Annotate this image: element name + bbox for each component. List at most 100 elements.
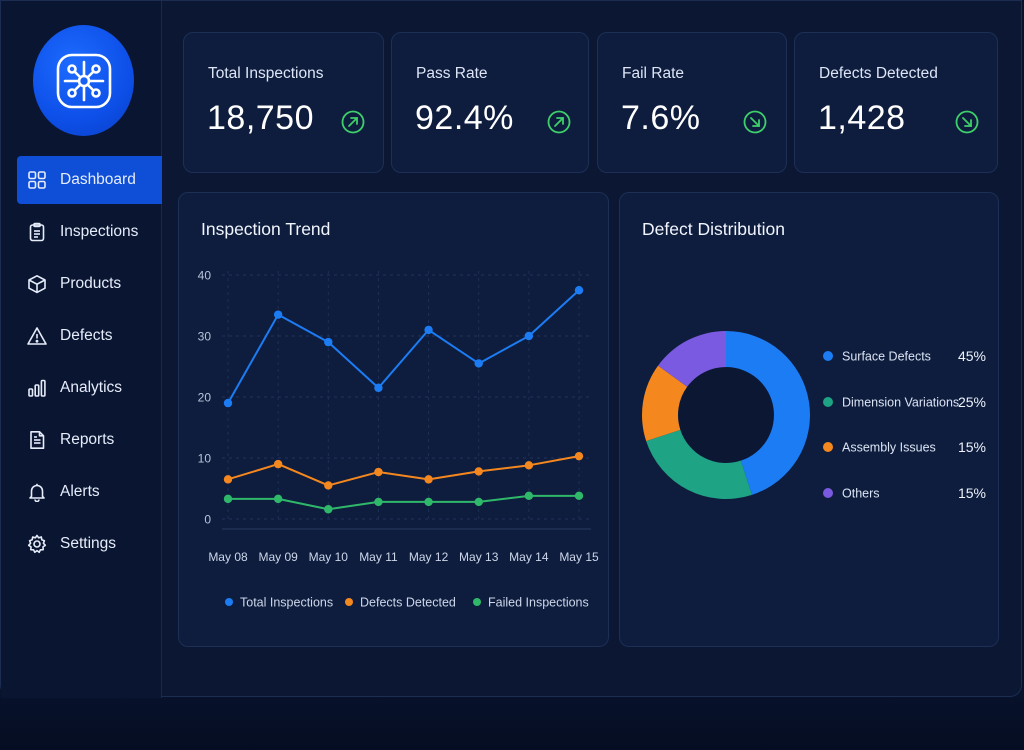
- data-point[interactable]: [374, 383, 383, 393]
- data-point[interactable]: [574, 491, 584, 501]
- data-point[interactable]: [424, 325, 433, 335]
- data-point[interactable]: [273, 459, 283, 469]
- y-tick-label: 20: [198, 391, 212, 405]
- sidebar-item-settings[interactable]: Settings: [17, 520, 162, 568]
- kpi-label: Total Inspections: [208, 65, 324, 82]
- legend-label: Failed Inspections: [488, 596, 589, 610]
- sidebar-item-label: Alerts: [60, 483, 100, 500]
- dashboard-grid-icon: [27, 170, 47, 190]
- data-point[interactable]: [474, 467, 483, 476]
- legend-value: 25%: [958, 394, 986, 410]
- data-point[interactable]: [223, 475, 233, 484]
- kpi-label: Fail Rate: [622, 65, 685, 82]
- series-line-0: [227, 289, 580, 404]
- clipboard-icon: [27, 222, 47, 242]
- app-logo[interactable]: [33, 25, 134, 136]
- kpi-value: 1,428: [818, 99, 906, 137]
- legend-swatch: [345, 598, 353, 606]
- legend-item[interactable]: Assembly Issues 15%: [823, 439, 986, 455]
- bell-icon: [27, 482, 47, 502]
- data-point[interactable]: [524, 491, 534, 501]
- data-point[interactable]: [524, 331, 534, 341]
- y-tick-label: 0: [204, 513, 211, 527]
- sidebar-item-label: Defects: [60, 327, 113, 344]
- sidebar-item-alerts[interactable]: Alerts: [17, 468, 162, 516]
- legend-item[interactable]: Defects Detected: [345, 596, 456, 610]
- donut-slice[interactable]: [646, 429, 752, 499]
- sidebar-item-label: Products: [60, 275, 122, 292]
- legend-label: Defects Detected: [360, 596, 456, 610]
- data-point[interactable]: [574, 451, 584, 461]
- legend-value: 15%: [958, 439, 986, 455]
- sidebar-item-dashboard[interactable]: Dashboard: [17, 156, 162, 204]
- legend-item[interactable]: Surface Defects 45%: [823, 348, 986, 364]
- x-tick-label: May 09: [258, 550, 298, 564]
- y-tick-label: 40: [198, 269, 212, 283]
- legend-value: 15%: [958, 485, 986, 501]
- kpi-value: 92.4%: [415, 99, 514, 137]
- data-point[interactable]: [324, 337, 333, 347]
- sidebar-item-label: Reports: [60, 431, 115, 448]
- legend-item[interactable]: Others 15%: [823, 485, 986, 501]
- sidebar-item-label: Inspections: [60, 223, 139, 240]
- legend-swatch: [473, 598, 481, 606]
- data-point[interactable]: [524, 461, 534, 470]
- legend-swatch: [225, 598, 233, 606]
- data-point[interactable]: [574, 286, 584, 295]
- donut-slice[interactable]: [726, 331, 810, 495]
- kpi-card-fail-rate[interactable]: Fail Rate 7.6%: [597, 32, 787, 173]
- cube-icon: [27, 274, 47, 294]
- inspection-trend-panel: Inspection Trend 0 10 20 30 40 May 08 May 09 Ma…: [178, 192, 609, 647]
- kpi-card-total-inspections[interactable]: Total Inspections 18,750: [183, 32, 384, 173]
- legend-label: Others: [842, 487, 880, 501]
- warning-triangle-icon: [27, 326, 47, 346]
- x-tick-label: May 08: [208, 550, 248, 564]
- data-point[interactable]: [273, 494, 283, 504]
- sidebar-item-analytics[interactable]: Analytics: [17, 364, 162, 412]
- x-tick-label: May 11: [359, 550, 398, 564]
- data-point[interactable]: [223, 494, 233, 504]
- x-tick-label: May 10: [309, 550, 349, 564]
- sidebar-item-products[interactable]: Products: [17, 260, 162, 308]
- bottom-band: [0, 698, 1024, 750]
- kpi-card-defects-detected[interactable]: Defects Detected 1,428: [794, 32, 998, 173]
- sidebar-item-inspections[interactable]: Inspections: [17, 208, 162, 256]
- defect-distribution-chart: Surface Defects 45% Dimension Variations25…: [642, 331, 986, 501]
- trend-down-icon: [955, 110, 979, 134]
- bar-chart-icon: [27, 378, 47, 398]
- donut-slice[interactable]: [642, 365, 688, 441]
- data-point[interactable]: [374, 467, 383, 477]
- defect-distribution-panel: Defect Distribution Surface Defects 45% Di…: [619, 192, 999, 647]
- legend-swatch: [823, 351, 833, 361]
- x-tick-label: May 13: [459, 550, 499, 564]
- sidebar-item-reports[interactable]: Reports: [17, 416, 162, 464]
- y-tick-label: 10: [198, 452, 212, 466]
- x-tick-label: May 12: [409, 550, 449, 564]
- legend-value: 45%: [958, 348, 986, 364]
- sidebar-item-defects[interactable]: Defects: [17, 312, 162, 360]
- legend-label: Assembly Issues: [842, 441, 936, 455]
- panel-title: Defect Distribution: [642, 219, 785, 239]
- legend-swatch: [823, 442, 833, 452]
- data-point[interactable]: [374, 497, 383, 507]
- legend-item[interactable]: Total Inspections: [225, 596, 333, 610]
- donut-slice[interactable]: [658, 331, 726, 387]
- series-line-1: [227, 455, 580, 487]
- data-point[interactable]: [223, 398, 233, 408]
- sidebar-nav: Dashboard Inspections Products Defects: [17, 156, 162, 572]
- data-point[interactable]: [273, 310, 283, 319]
- data-point[interactable]: [324, 505, 333, 514]
- data-point[interactable]: [424, 475, 433, 484]
- data-point[interactable]: [474, 497, 483, 507]
- trend-down-icon: [743, 110, 767, 134]
- donut-hole: [678, 367, 774, 463]
- data-point[interactable]: [324, 481, 333, 490]
- kpi-card-pass-rate[interactable]: Pass Rate 92.4%: [391, 32, 589, 173]
- data-point[interactable]: [474, 359, 483, 368]
- trend-up-icon: [547, 110, 571, 134]
- kpi-value: 18,750: [207, 99, 314, 137]
- document-icon: [27, 430, 47, 450]
- legend-item[interactable]: Failed Inspections: [473, 596, 589, 610]
- data-point[interactable]: [424, 497, 433, 507]
